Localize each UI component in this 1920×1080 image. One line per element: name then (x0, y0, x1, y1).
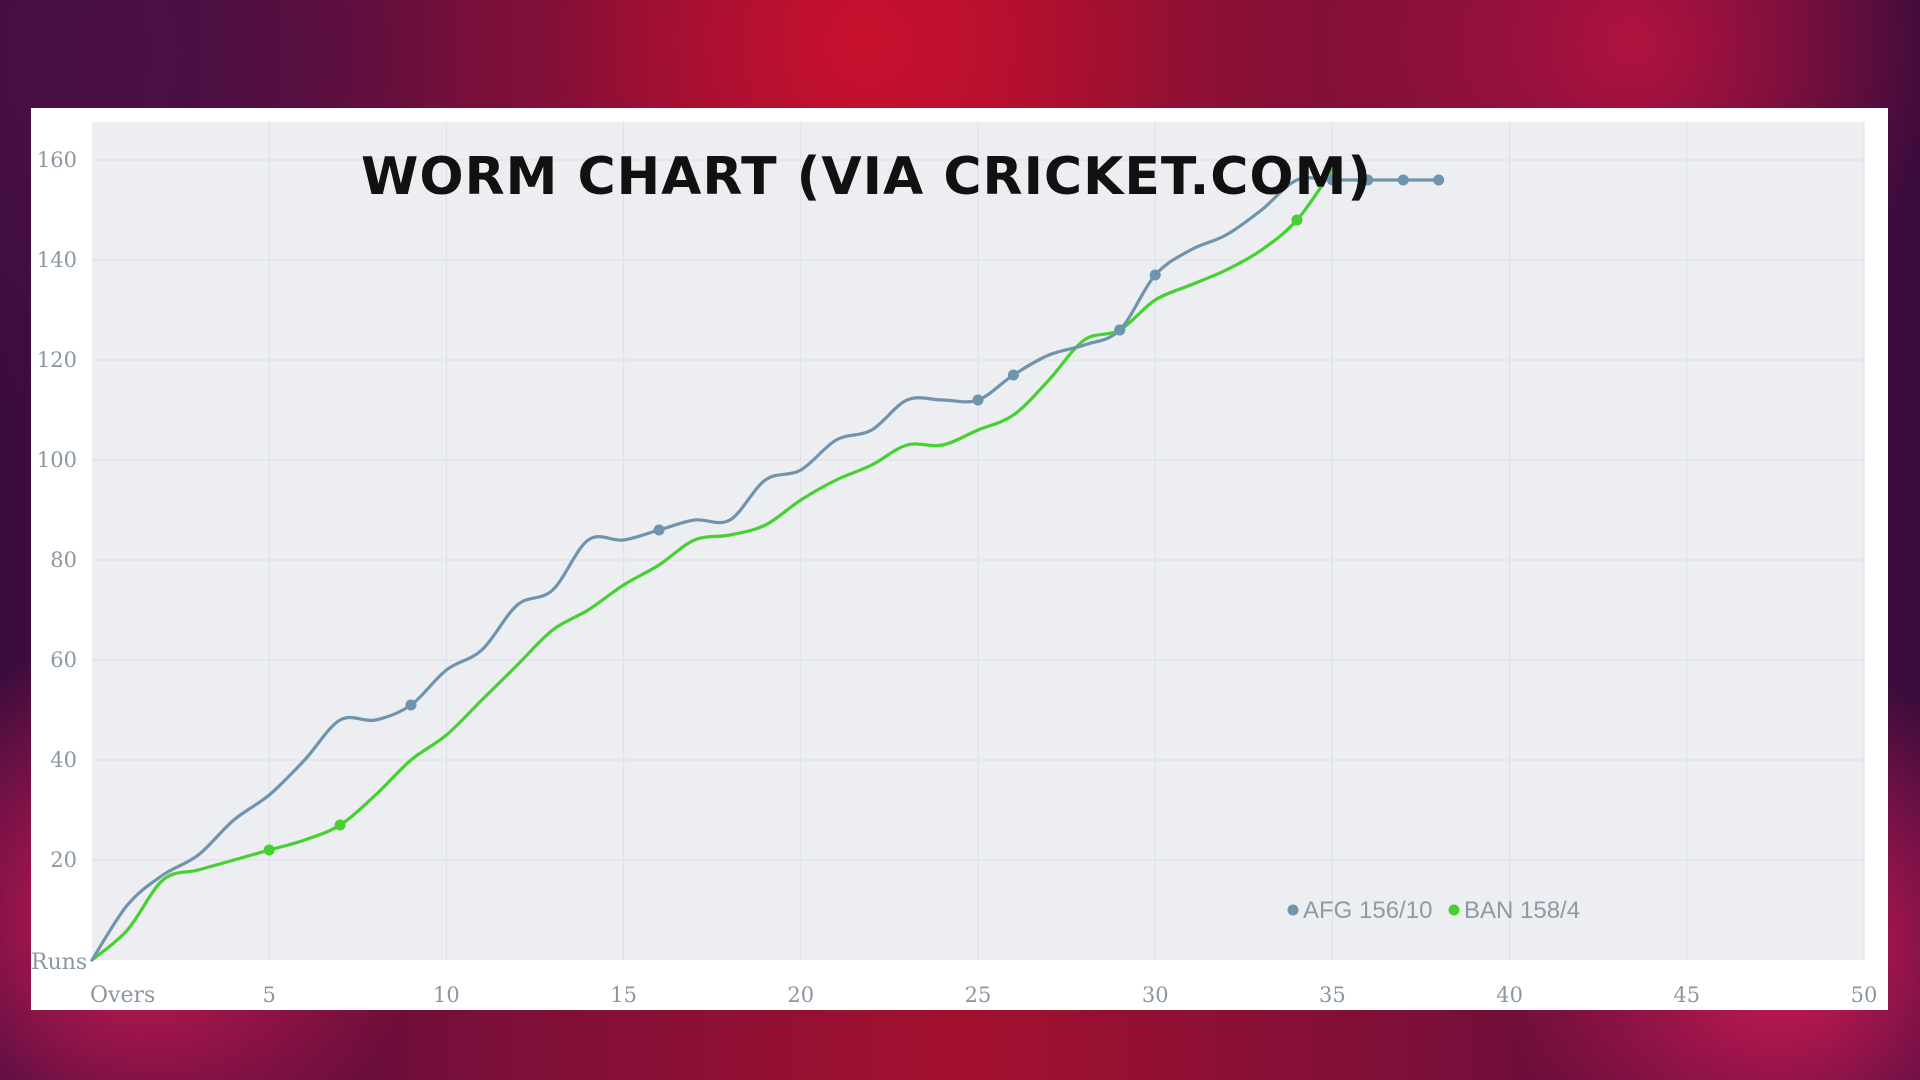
legend-label-ban: BAN 158/4 (1464, 897, 1580, 924)
y-tick-label: 80 (50, 548, 77, 572)
y-tick-label: 60 (50, 648, 77, 672)
grid (92, 122, 1865, 960)
wicket-marker-afg (1326, 174, 1338, 186)
legend-item-ban[interactable]: BAN 158/4 (1448, 897, 1581, 924)
x-tick-label: 20 (787, 983, 814, 1007)
wicket-marker-afg (1114, 324, 1126, 336)
wicket-marker-afg (405, 699, 417, 711)
x-tick-label: 5 (263, 983, 276, 1007)
x-tick-label: 45 (1673, 983, 1700, 1007)
y-tick-label: 20 (50, 848, 77, 872)
x-tick-label: 40 (1496, 983, 1523, 1007)
x-tick-label: 15 (610, 983, 637, 1007)
y-tick-label: 120 (37, 348, 77, 372)
y-tick-label: 160 (37, 148, 77, 172)
x-axis-label: Overs (90, 983, 155, 1008)
wicket-marker-afg (972, 394, 984, 406)
chart-title: WORM CHART (VIA CRICKET.COM) (361, 147, 1372, 207)
legend: AFG 156/10 BAN 158/4 (1287, 897, 1581, 924)
axis-ticks: 5 10 15 20 25 30 35 40 45 50 20 40 60 80 100 120 140 160 (37, 148, 1877, 1007)
y-tick-label: 40 (50, 748, 77, 772)
x-tick-label: 25 (965, 983, 992, 1007)
series-line-afg (90, 176, 1441, 962)
wicket-marker-ban (263, 844, 275, 856)
wicket-marker-afg (1397, 174, 1409, 186)
legend-item-afg[interactable]: AFG 156/10 (1287, 897, 1433, 924)
wicket-marker-afg (653, 524, 665, 536)
x-tick-label: 50 (1851, 983, 1878, 1007)
wicket-marker-ban (1291, 214, 1303, 226)
x-tick-label: 35 (1319, 983, 1346, 1007)
y-tick-label: 140 (37, 248, 77, 272)
legend-label-afg: AFG 156/10 (1303, 897, 1432, 924)
y-axis-label: Runs (31, 950, 87, 975)
wicket-marker-afg (1149, 269, 1161, 281)
wicket-marker-afg (1007, 369, 1019, 381)
worm-chart-panel: 5 10 15 20 25 30 35 40 45 50 20 40 60 80 100 120 140 160 … (31, 108, 1888, 1010)
y-tick-label: 100 (37, 448, 77, 472)
series (90, 168, 1445, 962)
worm-chart: 5 10 15 20 25 30 35 40 45 5020406080100120140160 … (31, 122, 1877, 1008)
wicket-marker-afg (1433, 174, 1445, 186)
x-tick-label: 30 (1142, 983, 1169, 1007)
wicket-marker-afg (1362, 174, 1374, 186)
legend-marker-ban (1448, 904, 1460, 916)
legend-marker-afg (1287, 904, 1299, 916)
x-tick-label: 10 (433, 983, 460, 1007)
wicket-marker-ban (334, 819, 346, 831)
